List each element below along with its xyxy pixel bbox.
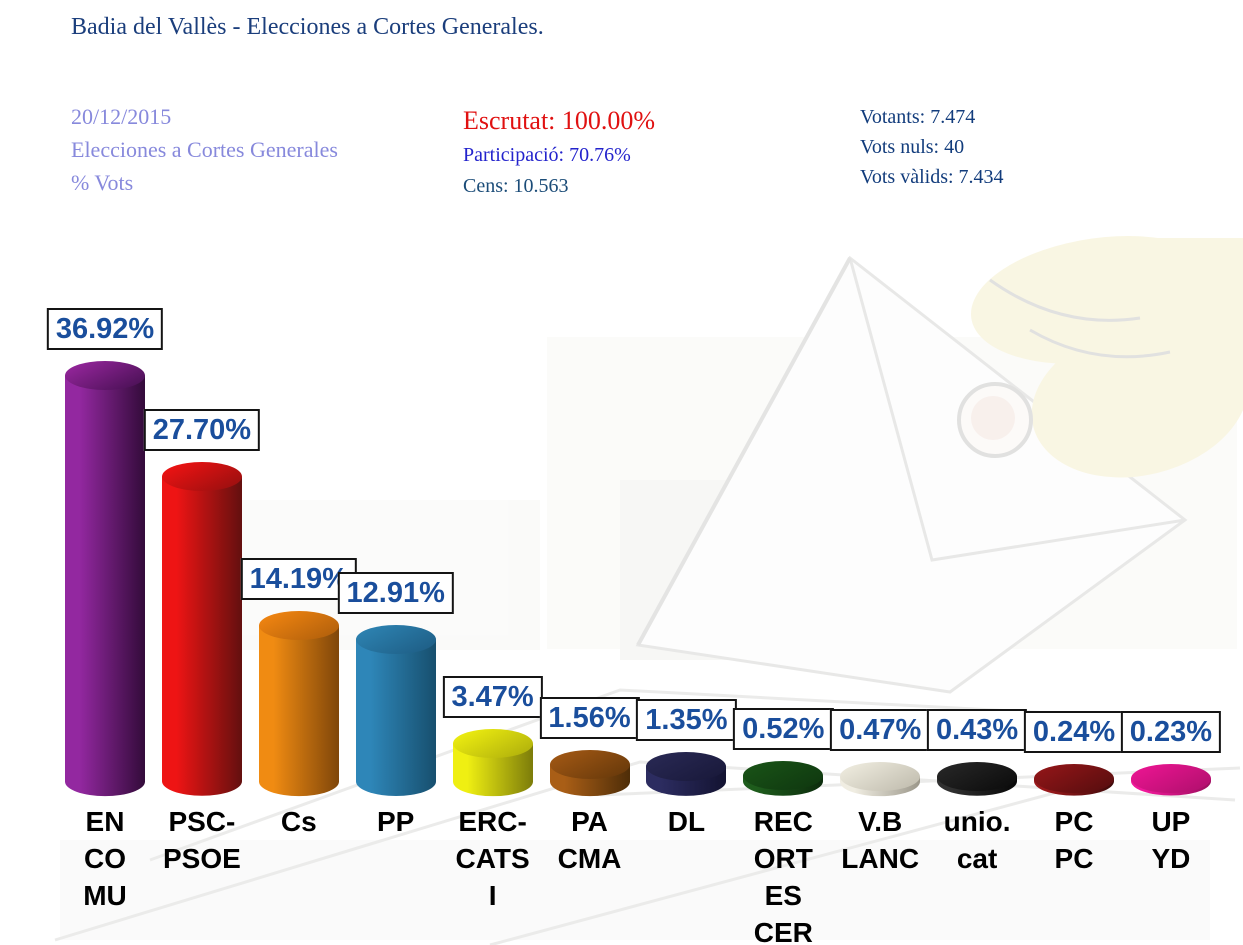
value-label-PSC-PSOE: 27.70% (143, 409, 261, 452)
election-date: 20/12/2015 (71, 104, 172, 129)
category-label-ERC-CATSI: ERC- CATS I (455, 806, 530, 911)
bar-cylinder-RECORTESCER (743, 761, 824, 796)
bar-cylinder-UPYD (1130, 764, 1211, 796)
election-info-block: 20/12/2015 Elecciones a Cortes Generales… (71, 100, 338, 199)
value-label-ERC-CATSI: 3.47% (442, 675, 543, 718)
category-label-Cs: Cs (280, 806, 317, 837)
category-label-RECORTESCER: REC ORT ES CER (753, 806, 813, 945)
bar-cylinder-PCPC (1034, 764, 1114, 796)
election-name: Elecciones a Cortes Generales (71, 137, 338, 162)
bar-cylinder-V.BLANC (840, 761, 921, 796)
value-label-V.BLANC: 0.47% (830, 708, 931, 751)
category-label-V.BLANC: V.B LANC (841, 806, 920, 874)
bar-cylinder-PSC-PSOE (161, 462, 242, 796)
value-label-PCPC: 0.24% (1023, 711, 1125, 754)
vots-nuls-value: Vots nuls: 40 (860, 136, 965, 158)
bar-cylinder-DL (646, 752, 727, 796)
participacio-value: Participació: 70.76% (463, 144, 631, 166)
category-label-PCPC: PC PC (1054, 806, 1094, 874)
bar-cylinder-PP (355, 624, 436, 796)
category-label-unio.cat: unio. cat (943, 806, 1011, 874)
value-label-PP: 12.91% (337, 571, 454, 614)
value-label-unio.cat: 0.43% (926, 709, 1028, 752)
vots-valids-value: Vots vàlids: 7.434 (860, 166, 1004, 188)
category-label-PACMA: PA CMA (557, 806, 622, 874)
votants-value: Votants: 7.474 (860, 106, 976, 128)
bar-cylinder-ENCOMU (65, 360, 145, 796)
escrutat-value: Escrutat: 100.00% (463, 106, 656, 135)
bar-cylinder-unio.cat (937, 762, 1018, 796)
metric-label: % Vots (71, 170, 134, 195)
bar-cylinder-PACMA (549, 749, 630, 796)
category-label-PSC-PSOE: PSC- PSOE (162, 806, 241, 874)
page-title: Badia del Vallès - Elecciones a Cortes G… (71, 14, 544, 40)
value-label-UPYD: 0.23% (1120, 711, 1222, 754)
value-label-ENCOMU: 36.92% (46, 307, 164, 350)
category-label-DL: DL (667, 806, 706, 837)
bar-cylinder-ERC-CATSI (452, 728, 533, 796)
totals-block: Votants: 7.474 Vots nuls: 40 Vots vàlids… (860, 102, 1004, 192)
value-label-RECORTESCER: 0.52% (733, 708, 834, 751)
category-label-ENCOMU: EN CO MU (83, 806, 127, 911)
value-label-DL: 1.35% (636, 699, 737, 742)
bar-cylinder-Cs (258, 610, 339, 796)
value-label-PACMA: 1.56% (539, 696, 640, 739)
category-label-UPYD: UP YD (1151, 806, 1191, 874)
category-label-PP: PP (377, 806, 415, 837)
cens-value: Cens: 10.563 (463, 175, 569, 197)
